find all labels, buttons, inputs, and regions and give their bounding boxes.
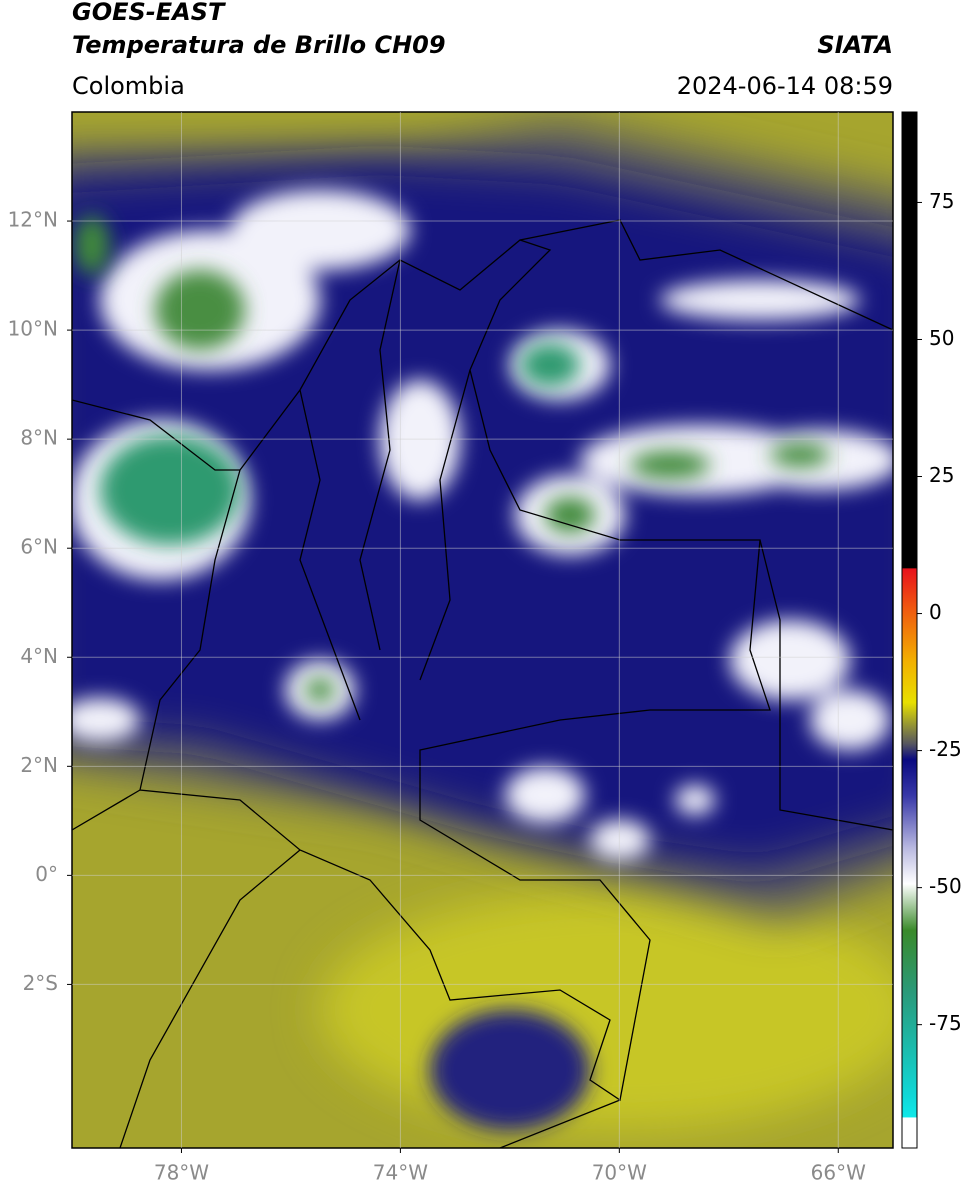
title: GOES-EAST [72,0,226,26]
region: Colombia [72,72,185,100]
x-tick-label: 70°W [592,1161,647,1185]
colorbar-tick-label: 25 [929,463,954,487]
colorbar-tick-label: -25 [929,737,962,761]
colorbar [901,111,918,1149]
y-tick-label: 6°N [20,535,58,559]
datetime: 2024-06-14 08:59 [677,72,893,100]
subtitle: Temperatura de Brillo CH09 [72,31,446,59]
x-tick-label: 74°W [373,1161,428,1185]
y-tick-label: 4°N [20,644,58,668]
satellite-image [72,112,893,1148]
y-tick-label: 2°N [20,753,58,777]
x-tick-label: 66°W [811,1161,866,1185]
x-tick-label: 78°W [154,1161,209,1185]
y-tick-label: 10°N [8,317,58,341]
y-tick-label: 0° [35,862,58,886]
y-tick-label: 8°N [20,426,58,450]
y-tick-label: 12°N [8,208,58,232]
colorbar-tick-label: 75 [929,189,954,213]
colorbar-tick-label: 50 [929,326,954,350]
source: SIATA [817,31,893,59]
colorbar-tick-label: -50 [929,874,962,898]
y-tick-label: 2°S [23,971,58,995]
map-frame [71,111,894,1149]
colorbar-tick-label: 0 [929,600,942,624]
colorbar-tick-label: -75 [929,1011,962,1035]
